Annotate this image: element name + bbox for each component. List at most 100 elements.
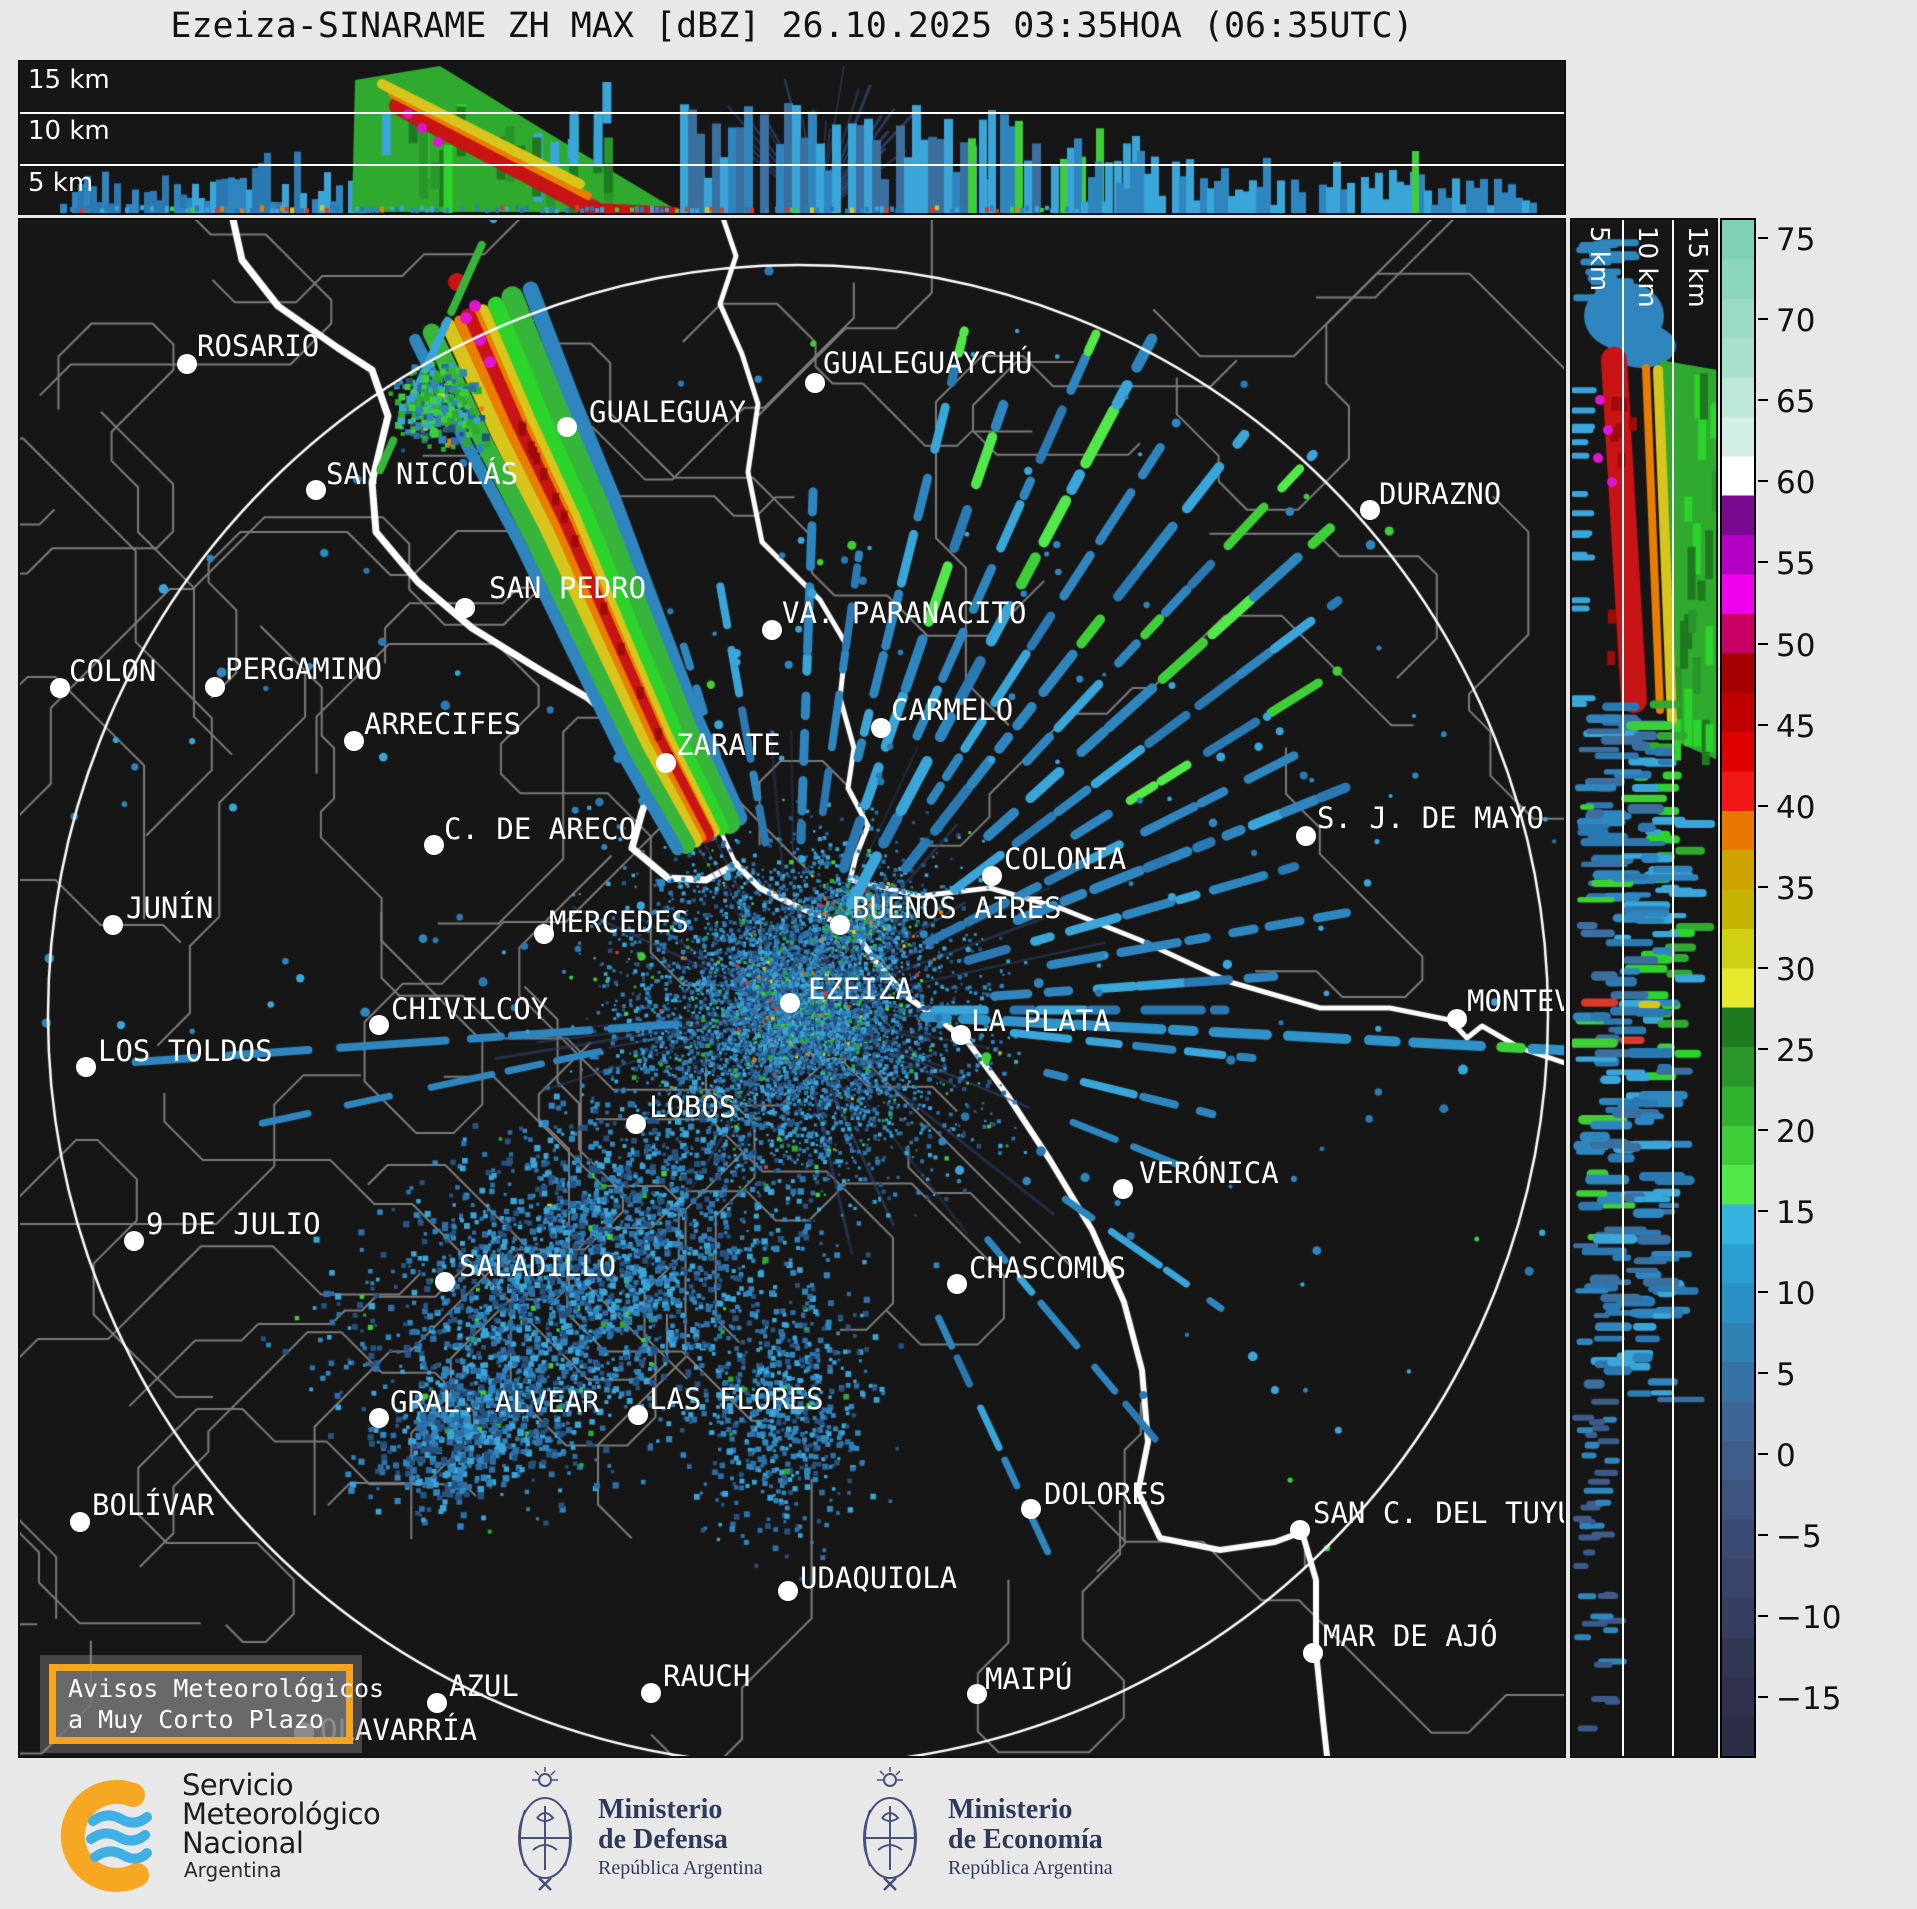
city-dot — [778, 1581, 798, 1601]
city-dot — [626, 1114, 646, 1134]
city-label: BOLÍVAR — [92, 1488, 215, 1522]
top-panel-10km-line — [20, 112, 1564, 114]
city-dot — [369, 1408, 389, 1428]
colorbar-tick-label: 45 — [1776, 708, 1816, 745]
colorbar-tick — [1758, 1615, 1768, 1618]
city-label: MONTEVIDEO — [1467, 984, 1564, 1018]
city-dot — [947, 1274, 967, 1294]
city-label: GUALEGUAYCHÚ — [823, 346, 1033, 380]
colorbar-tick — [1758, 399, 1768, 402]
city-label: UDAQUIOLA — [800, 1561, 958, 1595]
colorbar-tick — [1758, 1047, 1768, 1050]
colorbar-tick-label: 70 — [1776, 303, 1816, 340]
economia-line3: República Argentina — [948, 1857, 1113, 1879]
colorbar-tick — [1758, 1534, 1768, 1537]
city-label: VERÓNICA — [1139, 1156, 1279, 1190]
city-label: VA. PARANACITO — [782, 596, 1027, 630]
colorbar-tick — [1758, 885, 1768, 888]
colorbar-tick — [1758, 1128, 1768, 1131]
city-label: LA PLATA — [971, 1004, 1111, 1038]
city-label: MAIPÚ — [985, 1662, 1073, 1696]
smn-line3: Nacional — [182, 1826, 304, 1860]
city-label: LOS TOLDOS — [98, 1034, 273, 1068]
colorbar-tick-label: 10 — [1776, 1275, 1816, 1312]
top-panel-10km-label: 10 km — [28, 116, 110, 146]
city-dot — [177, 354, 197, 374]
city-dot — [951, 1025, 971, 1045]
economia-line1: Ministerio — [948, 1794, 1073, 1825]
colorbar-tick-label: 30 — [1776, 951, 1816, 988]
city-dot — [628, 1405, 648, 1425]
defensa-line2: de Defensa — [598, 1824, 728, 1855]
colorbar-tick-label: 15 — [1776, 1194, 1816, 1231]
city-dot — [641, 1683, 661, 1703]
city-label: DOLORES — [1044, 1477, 1167, 1511]
right-panel-5km-line — [1622, 220, 1624, 1756]
smn-line1: Servicio — [182, 1768, 294, 1802]
radar-map-canvas — [20, 220, 1564, 1756]
city-label: RAUCH — [663, 1659, 751, 1693]
defensa-line1: Ministerio — [598, 1794, 723, 1825]
defensa-line3: República Argentina — [598, 1857, 763, 1879]
alert-overlay-box[interactable]: Avisos Meteorológicos a Muy Corto Plazo — [40, 1655, 385, 1753]
city-dot — [805, 373, 825, 393]
city-label: EZEIZA — [808, 972, 913, 1006]
alert-line-1: Avisos Meteorológicos — [68, 1673, 385, 1703]
city-label: GRAL. ALVEAR — [390, 1385, 600, 1419]
city-dot — [762, 620, 782, 640]
colorbar-tick-label: 55 — [1776, 546, 1816, 583]
city-dot — [1021, 1499, 1041, 1519]
top-cross-section-panel: 15 km 10 km 5 km — [18, 60, 1566, 215]
colorbar-tick-label: −10 — [1776, 1600, 1842, 1637]
alert-line-2: a Muy Corto Plazo — [68, 1705, 324, 1734]
city-label: MAR DE AJÓ — [1323, 1619, 1498, 1653]
city-label: C. DE ARECO — [444, 812, 637, 846]
city-label: CHASCOMÚS — [969, 1251, 1127, 1285]
colorbar-tick-label: 20 — [1776, 1113, 1816, 1150]
city-dot — [1360, 500, 1380, 520]
colorbar-tick — [1758, 723, 1768, 726]
city-label: SAN NICOLÁS — [326, 457, 519, 491]
colorbar-tick — [1758, 1696, 1768, 1699]
colorbar-tick-label: −15 — [1776, 1681, 1842, 1718]
city-label: SAN C. DEL TUYÚ — [1313, 1496, 1566, 1530]
city-dot — [1303, 1643, 1323, 1663]
smn-line4: Argentina — [184, 1858, 282, 1882]
colorbar-tick — [1758, 804, 1768, 807]
colorbar-tick-label: 35 — [1776, 870, 1816, 907]
city-label: ZARATE — [676, 728, 781, 762]
city-label: CARMELO — [891, 693, 1014, 727]
colorbar-tick-label: −5 — [1776, 1519, 1822, 1556]
city-dot — [424, 835, 444, 855]
right-panel-15km-label: 15 km — [1682, 226, 1712, 308]
colorbar-tick-label: 25 — [1776, 1032, 1816, 1069]
colorbar-tick-label: 40 — [1776, 789, 1816, 826]
city-label: DURAZNO — [1379, 477, 1502, 511]
city-label: S. J. DE MAYO — [1317, 801, 1544, 835]
city-label: AZUL — [449, 1669, 519, 1703]
city-label: GUALEGUAY — [589, 395, 747, 429]
colorbar-tick — [1758, 1290, 1768, 1293]
colorbar-tick-label: 50 — [1776, 627, 1816, 664]
colorbar-tick-label: 0 — [1776, 1438, 1796, 1475]
defensa-coat-of-arms-icon — [518, 1767, 572, 1891]
colorbar-tick-label: 5 — [1776, 1357, 1796, 1393]
colorbar-tick — [1758, 480, 1768, 483]
city-dot — [427, 1693, 447, 1713]
city-dot — [982, 866, 1002, 886]
city-dot — [780, 993, 800, 1013]
colorbar-tick — [1758, 1453, 1768, 1456]
city-label: ROSARIO — [197, 329, 320, 363]
city-dot — [369, 1015, 389, 1035]
city-dot — [50, 678, 70, 698]
city-dot — [656, 753, 676, 773]
city-dot — [534, 924, 554, 944]
right-cross-section-canvas — [1572, 220, 1716, 1756]
colorbar-tick-label: 65 — [1776, 384, 1816, 421]
colorbar-tick — [1758, 1209, 1768, 1212]
right-panel-5km-label: 5 km — [1584, 226, 1614, 292]
city-label: SALADILLO — [459, 1249, 617, 1283]
colorbar-tick — [1758, 966, 1768, 969]
city-label: JUNÍN — [126, 891, 214, 925]
